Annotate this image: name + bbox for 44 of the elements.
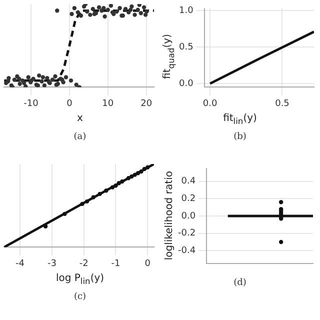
point <box>120 179 124 184</box>
point <box>130 174 134 179</box>
y-tick-label: 0.2 <box>180 194 196 204</box>
point <box>98 192 102 196</box>
x-tick-label: 20 <box>140 98 152 109</box>
x-tick-label: -1 <box>111 258 120 269</box>
y-tick-label: 0.0 <box>180 211 196 222</box>
point <box>84 199 90 204</box>
point <box>132 172 137 177</box>
x-tick-label: -2 <box>79 258 88 269</box>
x-tick-label: -4 <box>16 258 25 269</box>
point <box>116 181 122 186</box>
x-tick-label: 0.0 <box>202 98 218 109</box>
y-tick-label: 0.0 <box>178 78 194 89</box>
text: (d) <box>234 278 246 288</box>
x-axis-title: x <box>77 112 83 126</box>
point <box>136 171 140 176</box>
point <box>62 212 67 216</box>
text: (c) <box>74 292 86 302</box>
x-tick-label: -10 <box>24 98 39 109</box>
point <box>91 195 96 200</box>
x-axis-title: fit$_{lin}$(y) <box>223 112 257 126</box>
point <box>110 185 115 190</box>
point <box>146 165 150 170</box>
x-tick-label: 10 <box>102 98 114 109</box>
x-axis-title: log P$_{lin}$(y) <box>56 272 104 286</box>
point <box>126 176 131 180</box>
text: (a) <box>74 132 86 142</box>
y-tick-label: -0.2 <box>178 228 196 239</box>
point <box>43 224 48 228</box>
x-tick-label: 0 <box>66 98 73 109</box>
y-tick-label: 1.0 <box>178 6 194 16</box>
y-tick-label: 0.4 <box>180 176 196 187</box>
y-axis-title: loglikelihood ratio <box>164 171 174 261</box>
point <box>114 184 118 188</box>
x-tick-label: 0 <box>144 258 151 269</box>
point <box>104 188 108 193</box>
x-tick-label: 0.5 <box>275 98 290 109</box>
x-tick-label: -3 <box>47 258 56 269</box>
text: (b) <box>234 132 246 142</box>
point <box>80 202 84 206</box>
y-tick-label: 0.5 <box>178 42 194 52</box>
y-tick-label: -0.4 <box>178 246 196 256</box>
point <box>139 169 144 174</box>
